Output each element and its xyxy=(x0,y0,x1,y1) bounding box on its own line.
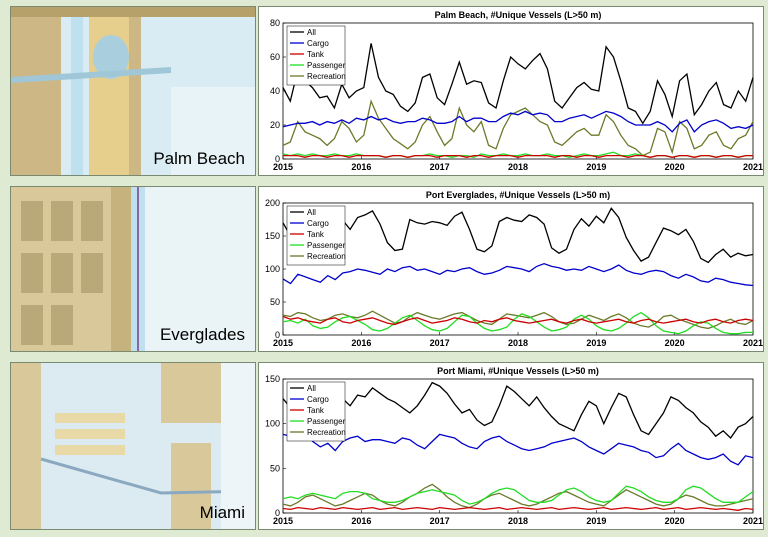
chart-title: Port Miami, #Unique Vessels (L>50 m) xyxy=(437,366,599,376)
legend-label: Tank xyxy=(307,230,325,239)
legend-label: Passenger xyxy=(307,241,346,250)
series-line-tank xyxy=(283,154,753,158)
y-tick-label: 0 xyxy=(275,154,280,164)
series-line-tank xyxy=(282,506,754,511)
map-label: Miami xyxy=(199,503,245,522)
line-chart: Port Miami, #Unique Vessels (L>50 m) 0 50 1… xyxy=(265,366,763,526)
x-tick-label: 2018 xyxy=(508,516,528,526)
map-palm-beach: Palm Beach xyxy=(10,6,256,176)
map-everglades: Everglades xyxy=(10,186,256,352)
series-line-tank xyxy=(282,315,754,326)
chart-title: Port Everglades, #Unique Vessels (L>50 m… xyxy=(426,190,610,200)
x-tick-label: 2018 xyxy=(508,162,528,172)
legend-label: Recreation xyxy=(307,252,346,261)
series-line-passenger xyxy=(282,485,754,505)
legend-label: Cargo xyxy=(307,39,329,48)
x-tick-label: 2020 xyxy=(665,338,685,348)
x-tick-label: 2018 xyxy=(508,338,528,348)
x-tick-label: 2017 xyxy=(430,162,450,172)
series-line-all xyxy=(282,43,754,125)
chart-miami: Port Miami, #Unique Vessels (L>50 m) 0 50 1… xyxy=(258,362,764,530)
x-tick-label: 2019 xyxy=(586,338,606,348)
x-tick-label: 2021 xyxy=(743,338,763,348)
legend-label: All xyxy=(307,28,316,37)
legend-box xyxy=(286,25,346,86)
nautical-chart-image xyxy=(11,363,255,529)
nautical-chart-image xyxy=(11,187,255,351)
chart-palm-beach: Palm Beach, #Unique Vessels (L>50 m) 0 20 4… xyxy=(258,6,764,176)
x-tick-label: 2019 xyxy=(586,516,606,526)
x-tick-label: 2020 xyxy=(665,516,685,526)
series-line-all xyxy=(282,207,754,264)
chart-title: Palm Beach, #Unique Vessels (L>50 m) xyxy=(435,10,602,20)
y-tick-label: 60 xyxy=(270,52,280,62)
panel-row-palm-beach: Palm Beach Palm Beach, #Unique Vessels (… xyxy=(0,6,768,176)
series-line-recreation xyxy=(282,99,754,157)
y-tick-label: 20 xyxy=(270,120,280,130)
x-tick-label: 2015 xyxy=(273,338,293,348)
panel-row-everglades: Everglades Port Everglades, #Unique Vess… xyxy=(0,186,768,352)
x-tick-label: 2016 xyxy=(351,516,371,526)
series-line-cargo xyxy=(282,110,754,133)
legend-label: Passenger xyxy=(307,417,346,426)
y-tick-label: 50 xyxy=(270,297,280,307)
y-tick-label: 150 xyxy=(265,374,280,384)
series-line-cargo xyxy=(282,263,754,287)
x-tick-label: 2015 xyxy=(273,162,293,172)
line-chart: Port Everglades, #Unique Vessels (L>50 m… xyxy=(265,190,763,348)
legend-label: All xyxy=(307,384,316,393)
y-tick-label: 100 xyxy=(265,419,280,429)
x-tick-label: 2021 xyxy=(743,162,763,172)
nautical-chart-image xyxy=(11,7,255,175)
chart-everglades: Port Everglades, #Unique Vessels (L>50 m… xyxy=(258,186,764,352)
series-line-passenger xyxy=(282,311,753,335)
series-line-recreation xyxy=(282,483,754,509)
y-tick-label: 150 xyxy=(265,231,280,241)
series-line-all xyxy=(282,381,754,440)
legend-label: All xyxy=(307,208,316,217)
legend-label: Tank xyxy=(307,406,325,415)
plot-area xyxy=(282,378,754,514)
y-tick-label: 0 xyxy=(275,508,280,518)
legend-label: Recreation xyxy=(307,72,346,81)
x-tick-label: 2016 xyxy=(351,338,371,348)
x-tick-label: 2020 xyxy=(665,162,685,172)
map-miami: Miami xyxy=(10,362,256,530)
panel-row-miami: Miami Port Miami, #Unique Vessels (L>50 … xyxy=(0,362,768,532)
map-label: Everglades xyxy=(159,325,245,344)
series-line-cargo xyxy=(282,430,754,466)
legend-box xyxy=(286,381,346,442)
legend-label: Cargo xyxy=(307,219,329,228)
x-tick-label: 2016 xyxy=(351,162,371,172)
x-tick-label: 2019 xyxy=(586,162,606,172)
x-tick-label: 2015 xyxy=(273,516,293,526)
y-tick-label: 200 xyxy=(265,198,280,208)
x-tick-label: 2017 xyxy=(430,516,450,526)
x-tick-label: 2017 xyxy=(430,338,450,348)
y-tick-label: 40 xyxy=(270,86,280,96)
y-tick-label: 80 xyxy=(270,18,280,28)
legend-label: Cargo xyxy=(307,395,329,404)
legend-label: Passenger xyxy=(307,61,346,70)
legend-label: Recreation xyxy=(307,428,346,437)
legend-label: Tank xyxy=(307,50,325,59)
legend-box xyxy=(286,205,346,266)
y-tick-label: 100 xyxy=(265,264,280,274)
y-tick-label: 50 xyxy=(270,463,280,473)
y-tick-label: 0 xyxy=(275,330,280,340)
plot-area xyxy=(282,22,754,160)
map-label: Palm Beach xyxy=(153,149,245,168)
line-chart: Palm Beach, #Unique Vessels (L>50 m) 0 20 4… xyxy=(270,10,763,172)
x-tick-label: 2021 xyxy=(743,516,763,526)
